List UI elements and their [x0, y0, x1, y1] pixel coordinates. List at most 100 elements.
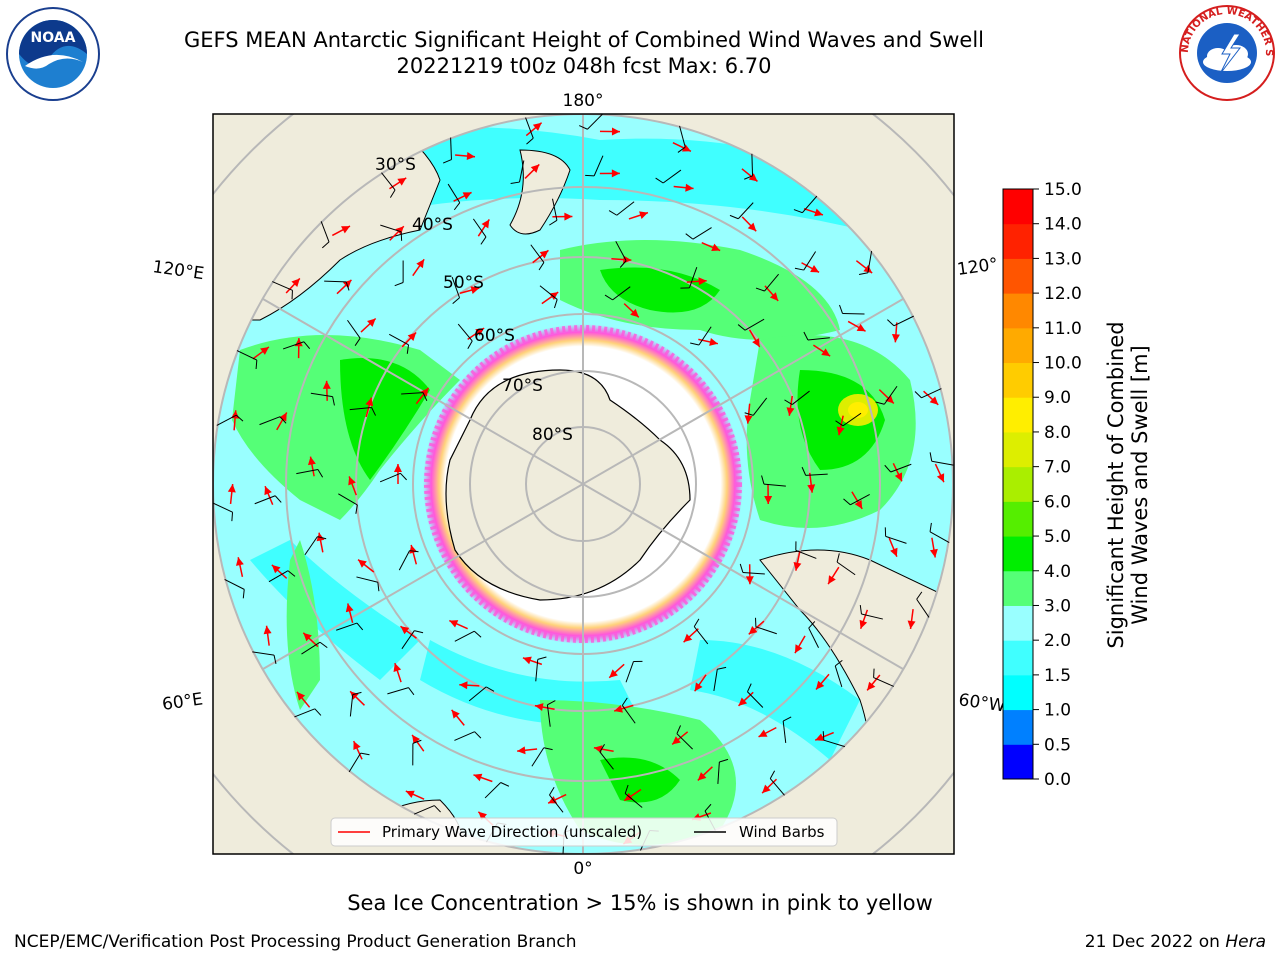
wind-barb-feather — [834, 659, 843, 667]
wave-arrow-head — [816, 680, 825, 690]
wave-arrow-head — [322, 380, 331, 389]
wind-barb — [717, 761, 720, 784]
wave-arrow-head — [854, 499, 863, 509]
wind-barb — [398, 550, 411, 571]
wind-barb-feather — [274, 495, 282, 503]
wind-barb — [615, 241, 627, 261]
wind-barb — [472, 218, 487, 238]
wave-arrow-head — [762, 784, 771, 794]
wind-barb-feather — [352, 691, 362, 696]
wind-barb-feather — [822, 731, 825, 741]
wave-arrow-head — [532, 122, 542, 131]
wind-barb-feather — [717, 666, 727, 670]
wind-barb-feather — [422, 392, 428, 402]
wind-barb — [349, 406, 372, 411]
wind-barb — [324, 280, 347, 283]
wave-arrow-head — [263, 625, 272, 635]
wind-barb-feather — [317, 536, 327, 540]
colorbar-tick-label: 13.0 — [1044, 249, 1082, 269]
wave-arrow-head — [630, 308, 639, 318]
wind-barb-feather — [314, 708, 322, 716]
wind-barb-feather — [755, 287, 765, 292]
wave-arrow-head — [478, 811, 487, 821]
wave-arrow-head — [672, 736, 681, 745]
wind-barb — [823, 739, 845, 748]
wind-barb — [751, 153, 754, 176]
wave-arrow-head — [416, 259, 425, 269]
legend-wind-label: Wind Barbs — [739, 823, 825, 841]
wind-barb — [379, 472, 401, 483]
colorbar: 0.0 0.5 1.0 1.5 2.0 3.0 4.0 5.0 6.0 7.0 8.0 9.0 10.0… — [1002, 180, 1082, 790]
wave-arrow-head — [353, 741, 361, 751]
wave-arrow-head — [748, 173, 758, 182]
wind-barb — [885, 535, 907, 544]
wind-barb-feather — [235, 414, 244, 422]
wave-arrow-head — [929, 548, 938, 558]
wave-arrow-head — [345, 603, 354, 613]
wind-barb-feather — [231, 512, 234, 522]
wind-barb-feather — [858, 272, 868, 275]
wave-arrow-head — [549, 292, 559, 301]
wind-barb-feather — [729, 214, 739, 220]
wind-barb-feather — [621, 697, 628, 706]
wave-arrow-head — [709, 338, 718, 346]
colorbar-segment — [1003, 605, 1033, 641]
wind-barb — [348, 752, 362, 773]
wind-barb-feather — [839, 304, 843, 314]
wind-barb — [713, 669, 718, 692]
wave-arrow-head — [752, 338, 760, 347]
wind-barb-feather — [808, 621, 816, 629]
colorbar-tick-label: 5.0 — [1044, 527, 1071, 547]
wind-barb-feather — [843, 498, 851, 506]
wave-arrow-head — [530, 164, 540, 173]
wind-barb-feather — [608, 210, 618, 216]
colorbar-title-line1: Significant Height of Combined — [1104, 321, 1128, 649]
wave-arrow-head — [296, 691, 306, 701]
wind-barb — [782, 721, 787, 744]
wave-arrow-head — [863, 264, 873, 273]
wave-arrow-head — [694, 682, 703, 692]
wind-barb — [791, 390, 810, 405]
wind-barb-feather — [414, 630, 424, 634]
wind-barb-feather — [916, 591, 923, 600]
wave-arrow-head — [748, 626, 758, 635]
wave-arrow-head — [420, 387, 429, 397]
wind-barb-feather — [719, 758, 729, 763]
wind-barb — [401, 630, 415, 650]
wind-barb-feather — [747, 683, 752, 692]
wind-barb-feather — [474, 731, 482, 739]
lat-label-60: 60°S — [474, 326, 515, 346]
wind-barb-feather — [676, 725, 681, 734]
wind-barb-feather — [371, 407, 377, 416]
wind-barb — [698, 326, 712, 346]
wind-barb-feather — [604, 294, 613, 301]
wave-arrow-head — [745, 576, 754, 585]
wind-barb — [764, 273, 779, 292]
wind-barb-feather — [744, 175, 753, 180]
wind-barb — [401, 392, 424, 395]
wind-barb — [347, 319, 361, 339]
wind-barb-feather — [360, 752, 370, 756]
colorbar-segment — [1003, 570, 1033, 606]
wave-arrow-head — [758, 729, 768, 737]
wind-barb-feather — [655, 177, 664, 184]
lat-label-80: 80°S — [532, 425, 573, 445]
svg-text:NOAA: NOAA — [31, 30, 76, 46]
wind-barb — [338, 493, 358, 506]
colorbar-title: Significant Height of Combined Wind Wave… — [1104, 321, 1152, 648]
wind-barb-feather — [279, 416, 287, 424]
wind-barb — [388, 333, 409, 346]
colorbar-tick-label: 1.0 — [1044, 701, 1071, 721]
colorbar-tick-label: 7.0 — [1044, 458, 1071, 478]
wave-arrow-head — [466, 152, 476, 161]
lon-label-120e: 120°E — [151, 257, 205, 284]
footer-host: Hera — [1225, 932, 1266, 952]
wind-barb — [457, 323, 473, 342]
wind-barb — [593, 155, 604, 177]
wave-arrow-head — [885, 395, 894, 404]
legend-wave-label: Primary Wave Direction (unscaled) — [382, 823, 642, 841]
wind-barb — [805, 473, 828, 476]
wave-arrow-head — [807, 484, 816, 493]
wave-arrow-head — [227, 484, 236, 493]
